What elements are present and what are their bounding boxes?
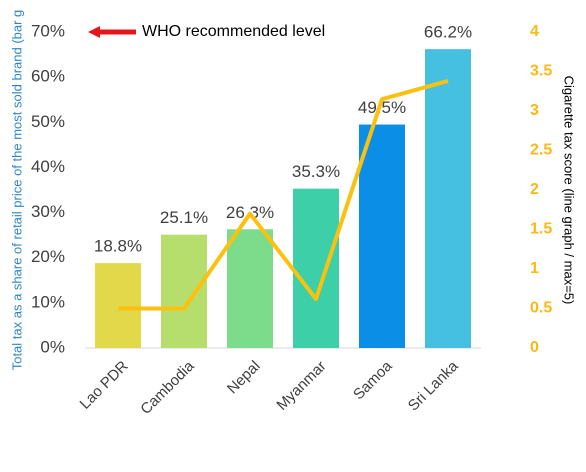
y-tick-label: 20% [31, 247, 65, 266]
x-tick-label: Myanmar [273, 358, 329, 414]
y2-tick-label: 1 [530, 260, 539, 277]
annotation-arrowhead [88, 26, 100, 38]
y-tick-label: 40% [31, 157, 65, 176]
y2-tick-label: 0.5 [530, 300, 552, 317]
data-label: 25.1% [160, 208, 208, 227]
y-tick-label: 30% [31, 202, 65, 221]
data-label: 49.5% [358, 98, 406, 117]
x-tick-label: Samoa [350, 357, 396, 403]
bar [359, 124, 405, 349]
y2-tick-label: 3 [530, 102, 539, 119]
data-label: 35.3% [292, 162, 340, 181]
y-tick-label: 10% [31, 292, 65, 311]
y-tick-label: 70% [31, 21, 65, 40]
y-axis-label: Total tax as a share of retail price of … [9, 10, 24, 371]
y-tick-label: 50% [31, 112, 65, 131]
y2-axis-label: Cigarette tax score (line graph / max=5) [562, 76, 577, 305]
data-label: 18.8% [94, 237, 142, 256]
x-tick-label: Nepal [224, 358, 264, 398]
data-label: 66.2% [424, 23, 472, 42]
bar [425, 49, 471, 348]
y2-tick-label: 2 [530, 181, 539, 198]
y-tick-label: 60% [31, 67, 65, 86]
y2-tick-label: 1.5 [530, 221, 552, 238]
bar [95, 263, 141, 348]
y2-tick-label: 0 [530, 339, 539, 356]
y2-tick-label: 4 [530, 23, 539, 40]
x-tick-label: Cambodia [137, 357, 198, 418]
line [118, 79, 449, 311]
bar [161, 234, 207, 348]
y2-tick-label: 3.5 [530, 63, 552, 80]
bar [293, 188, 339, 348]
y-tick-label: 0% [40, 337, 65, 356]
bar [227, 229, 273, 348]
x-tick-label: Lao PDR [77, 358, 132, 413]
y2-tick-label: 2.5 [530, 142, 552, 159]
x-tick-label: Sri Lanka [405, 357, 462, 414]
annotation-text: WHO recommended level [142, 23, 325, 40]
